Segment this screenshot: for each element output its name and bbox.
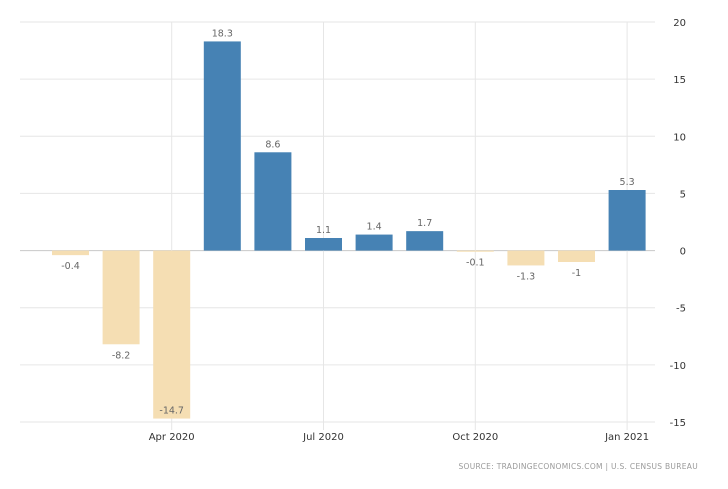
data-label: -0.1 [466, 258, 485, 269]
data-label: -14.7 [159, 406, 184, 417]
y-tick-label: 10 [673, 132, 686, 143]
data-label: -0.4 [61, 261, 80, 272]
data-label: 8.6 [265, 139, 280, 150]
source-text: SOURCE: TRADINGECONOMICS.COM | U.S. CENS… [458, 462, 698, 471]
bar-jun-2020 [254, 152, 292, 251]
bar-aug-2020 [355, 234, 393, 251]
y-tick-label: 20 [673, 18, 686, 29]
bar-apr-2020 [153, 250, 191, 419]
data-label: -1.3 [517, 271, 536, 282]
y-tick-label: -10 [670, 361, 686, 372]
x-tick-label: Apr 2020 [149, 432, 195, 443]
x-tick-label: Jul 2020 [302, 432, 344, 443]
y-axis: 20 15 10 5 0 -5 -10 -15 [670, 18, 686, 429]
gridlines [20, 21, 655, 430]
data-label: 18.3 [212, 28, 233, 39]
data-label: 1.4 [367, 222, 382, 233]
data-label: 5.3 [620, 177, 635, 188]
bars [52, 41, 646, 419]
y-tick-label: -15 [670, 418, 686, 429]
data-label: 1.7 [417, 218, 432, 229]
data-label: -8.2 [112, 350, 131, 361]
bar-jan-2021 [608, 190, 646, 251]
y-tick-label: 15 [673, 75, 686, 86]
bar-oct-2020 [456, 250, 494, 252]
bar-dec-2020 [558, 250, 595, 262]
bar-jul-2020 [305, 238, 342, 251]
data-label: 1.1 [316, 225, 331, 236]
y-tick-label: 5 [680, 189, 686, 200]
bar-nov-2020 [507, 250, 545, 266]
x-axis: Apr 2020 Jul 2020 Oct 2020 Jan 2021 [149, 432, 649, 443]
bar-may-2020 [203, 41, 241, 251]
y-tick-label: -5 [676, 304, 686, 315]
bar-sep-2020 [406, 231, 444, 251]
data-label: -1 [572, 268, 581, 279]
bar-feb-2020 [52, 250, 89, 256]
x-tick-label: Oct 2020 [452, 432, 498, 443]
x-tick-label: Jan 2021 [604, 432, 649, 443]
data-labels: -0.4 -8.2 -14.7 18.3 8.6 1.1 1.4 1.7 -0.1 -1.3 -1 5… [61, 28, 634, 416]
y-tick-label: 0 [680, 247, 686, 258]
bar-mar-2020 [102, 250, 140, 345]
